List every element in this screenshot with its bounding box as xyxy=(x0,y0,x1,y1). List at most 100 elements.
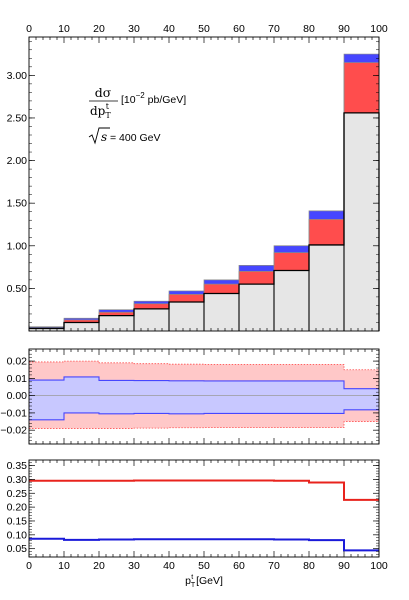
bar-base xyxy=(344,112,379,331)
bar-base xyxy=(239,284,274,331)
y-tick-label: −0.01 xyxy=(0,407,27,419)
y-tick-label: 0.01 xyxy=(7,373,28,385)
plot-frame xyxy=(28,348,380,445)
y-tick-label: 2.00 xyxy=(7,155,28,167)
main-histogram-panel: 0 10 20 30 40 50 60 70 80 90 100 0.50 1.00 1.50 2.00 2.… xyxy=(7,23,388,332)
bar-middle-band xyxy=(309,219,344,245)
x-tick-label: 70 xyxy=(268,560,280,572)
blue-band-fill xyxy=(29,376,379,420)
bar-middle-band xyxy=(239,271,274,285)
bar-middle-band xyxy=(344,62,379,113)
bar-upper-band xyxy=(239,265,274,272)
y-tick-label: 0.35 xyxy=(7,460,28,472)
y-tick-label: 0.02 xyxy=(7,356,28,368)
bar-middle-band xyxy=(99,312,134,316)
bar-upper-band xyxy=(344,54,379,63)
y-tick-label: 3.00 xyxy=(7,70,28,82)
y-tick-label: 1.50 xyxy=(7,198,28,210)
x-tick-label-top: 0 xyxy=(26,23,32,35)
bar-upper-band xyxy=(309,210,344,220)
y-tick-label: 2.50 xyxy=(7,112,28,124)
x-tick-label: 60 xyxy=(233,560,245,572)
distribution-annotation: dσ dpTt [10−2 pb/GeV] s = 400 GeV xyxy=(88,85,186,145)
annotation-denominator-sup: t xyxy=(106,102,110,111)
bar-base xyxy=(64,322,99,331)
bar-middle-band xyxy=(134,303,169,309)
x-tick-label-top: 10 xyxy=(58,23,70,35)
x-tick-label: 0 xyxy=(26,560,32,572)
ratio-panel: 0 10 20 30 40 50 60 70 80 90 100 0.05 0.10 0.150.20 0.… xyxy=(7,459,388,589)
x-tick-label-top: 100 xyxy=(370,23,388,35)
bar-upper-band xyxy=(169,290,204,295)
y-tick-label: 0.05 xyxy=(7,543,28,555)
y-tick-label: 0.00 xyxy=(7,390,28,402)
blue-band-lower-edge xyxy=(29,409,379,421)
x-axis-label-main: p xyxy=(185,575,191,587)
x-axis-label: pTt [GeV] xyxy=(185,574,223,589)
y-tick-label: 0.25 xyxy=(7,488,28,500)
bar-base xyxy=(169,302,204,331)
x-tick-label-top: 30 xyxy=(128,23,140,35)
blue-ratio-line xyxy=(29,537,379,552)
x-tick-label-top: 40 xyxy=(163,23,175,35)
annotation-unit-suffix: pb/GeV] xyxy=(145,94,187,106)
energy-value: = 400 GeV xyxy=(110,132,161,144)
sqrt-sign xyxy=(88,127,110,145)
x-tick-label: 90 xyxy=(338,560,350,572)
y-tick-label: 0.30 xyxy=(7,474,28,486)
bar-middle-band xyxy=(64,319,99,323)
bar-upper-band xyxy=(64,318,99,320)
annotation-unit-exponent: −2 xyxy=(136,91,146,100)
bar-base xyxy=(204,293,239,331)
annotation-unit: [10−2 pb/GeV] xyxy=(121,91,186,106)
x-tick-label: 80 xyxy=(303,560,315,572)
x-tick-label-top: 80 xyxy=(303,23,315,35)
x-tick-label: 40 xyxy=(163,560,175,572)
x-tick-label: 50 xyxy=(198,560,210,572)
plot-frame xyxy=(28,459,380,558)
bar-base xyxy=(134,308,169,331)
bar-upper-band xyxy=(99,309,134,313)
y-tick-label: 0.15 xyxy=(7,515,28,527)
annotation-denominator-text: dp xyxy=(90,104,106,118)
y-tick-label: 0.50 xyxy=(7,283,28,295)
red-band-lower-edge xyxy=(29,421,379,429)
x-tick-label-top: 70 xyxy=(268,23,280,35)
x-tick-label: 30 xyxy=(128,560,140,572)
x-tick-label: 100 xyxy=(370,560,388,572)
bar-base xyxy=(274,270,309,331)
bar-upper-band xyxy=(29,326,64,328)
relative-band-panel: 0.02 0.01 0.00 −0.01 −0.02 xyxy=(0,348,380,445)
red-ratio-line xyxy=(29,479,379,501)
annotation-denominator-sub: T xyxy=(105,111,111,120)
blue-band-upper-edge xyxy=(29,376,379,390)
x-tick-label-top: 90 xyxy=(338,23,350,35)
y-tick-label: 1.00 xyxy=(7,240,28,252)
bar-upper-band xyxy=(134,301,169,304)
bar-middle-band xyxy=(274,252,309,271)
bar-middle-band xyxy=(204,284,239,294)
bar-middle-band xyxy=(169,294,204,303)
x-axis-label-sup: t xyxy=(191,574,193,581)
plot-frame xyxy=(28,36,380,332)
y-tick-label: 0.20 xyxy=(7,502,28,514)
bar-upper-band xyxy=(204,279,239,285)
x-tick-label: 20 xyxy=(93,560,105,572)
y-tick-label: 0.10 xyxy=(7,529,28,541)
bar-upper-band xyxy=(274,245,309,253)
y-tick-label: −0.02 xyxy=(0,425,27,437)
x-tick-label-top: 20 xyxy=(93,23,105,35)
bar-base xyxy=(309,244,344,331)
x-axis-label-unit: [GeV] xyxy=(193,575,223,587)
x-tick-label: 10 xyxy=(58,560,70,572)
annotation-unit-prefix: [10 xyxy=(121,94,136,106)
sqrt-argument: s xyxy=(101,130,107,144)
annotation-numerator: dσ xyxy=(95,85,112,100)
x-tick-label-top: 60 xyxy=(233,23,245,35)
x-tick-label-top: 50 xyxy=(198,23,210,35)
bar-base xyxy=(99,315,134,331)
annotation-denominator: dpTt xyxy=(90,102,111,120)
x-axis-label-sub: T xyxy=(191,582,196,589)
bar-base xyxy=(29,328,64,331)
